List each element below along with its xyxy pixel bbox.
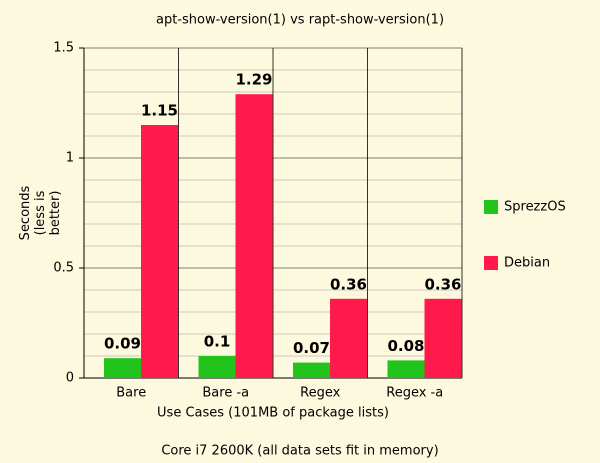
value-label: 0.1 bbox=[204, 333, 231, 351]
y-axis-label-line: better) bbox=[48, 191, 63, 236]
value-label: 1.15 bbox=[141, 102, 178, 120]
x-axis-label: Use Cases (101MB of package lists) bbox=[157, 406, 389, 421]
value-label: 0.36 bbox=[424, 275, 461, 293]
y-tick-label: 1 bbox=[66, 151, 74, 166]
footnote: Core i7 2600K (all data sets fit in memo… bbox=[161, 444, 438, 459]
value-label: 0.09 bbox=[104, 335, 141, 353]
x-tick-label: Regex bbox=[300, 386, 340, 401]
value-label: 1.29 bbox=[235, 71, 272, 89]
bar bbox=[141, 125, 178, 378]
bar bbox=[293, 362, 330, 378]
value-label: 0.07 bbox=[293, 339, 330, 357]
bar bbox=[198, 356, 236, 378]
legend-swatch bbox=[484, 256, 498, 270]
bar bbox=[424, 298, 462, 378]
value-label: 0.08 bbox=[387, 337, 424, 355]
chart-title: apt-show-version(1) vs rapt-show-version… bbox=[156, 13, 444, 28]
x-tick-label: Bare -a bbox=[202, 386, 249, 401]
value-label: 0.36 bbox=[330, 275, 367, 293]
x-tick-label: Bare bbox=[116, 386, 146, 401]
y-axis-label-line: Seconds bbox=[18, 185, 33, 240]
legend-label: Debian bbox=[504, 256, 550, 271]
y-axis-label-line: (less is bbox=[33, 190, 48, 235]
bar bbox=[330, 298, 367, 378]
bar bbox=[235, 94, 273, 378]
y-axis-label: Seconds(less isbetter) bbox=[18, 185, 63, 240]
y-tick-label: 1.5 bbox=[53, 41, 74, 56]
bar bbox=[104, 358, 141, 378]
x-tick-label: Regex -a bbox=[386, 386, 443, 401]
legend-label: SprezzOS bbox=[504, 200, 566, 215]
bar bbox=[387, 360, 425, 378]
legend-swatch bbox=[484, 200, 498, 214]
y-tick-label: 0 bbox=[66, 371, 74, 386]
y-tick-label: 0.5 bbox=[53, 261, 74, 276]
